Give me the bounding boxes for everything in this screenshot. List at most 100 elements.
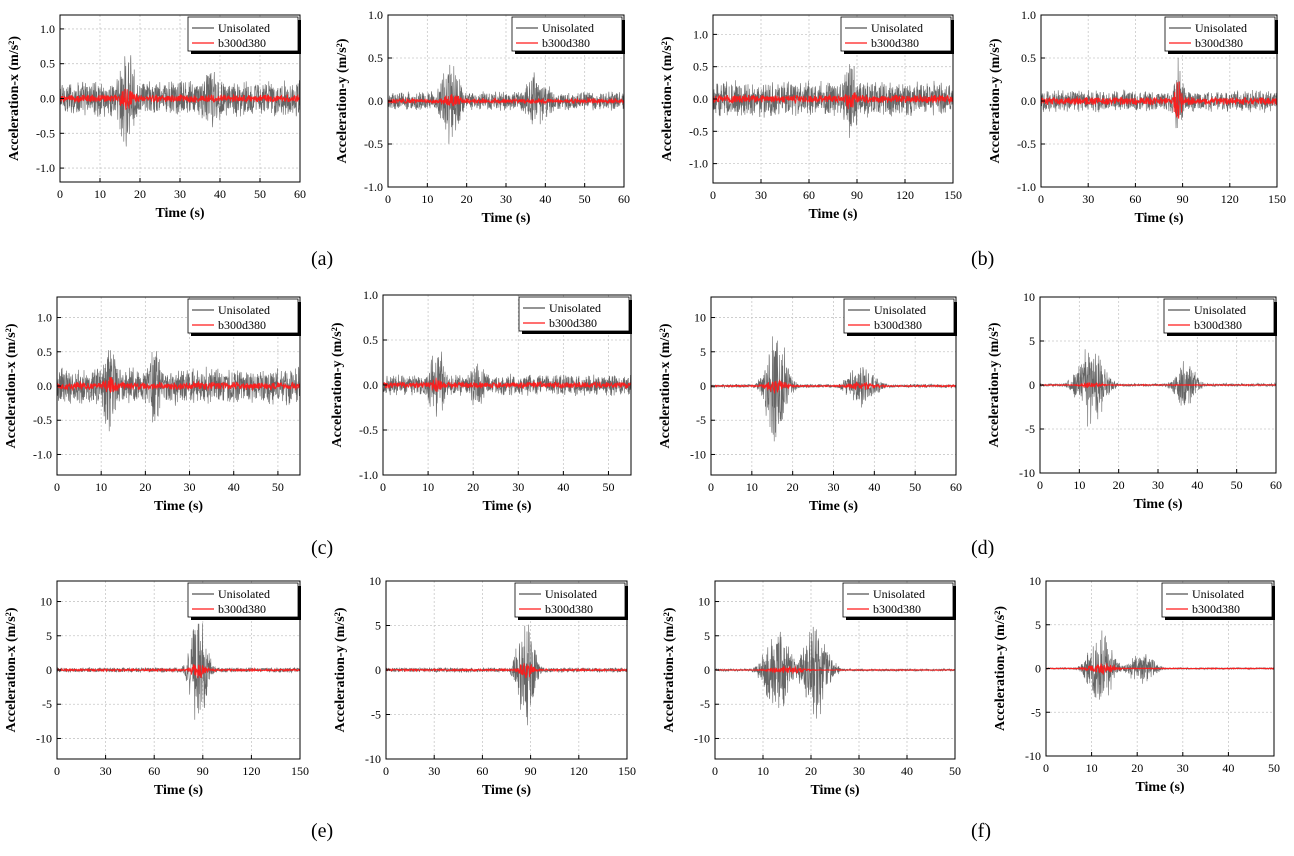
- chart-c-x: 0 10 20 30 40 50 -1.0 -0.5 0.0 0.5 1.0 Time (s) Acce…: [4, 296, 301, 514]
- series-unisolated: [57, 350, 300, 432]
- series-b300d380: [386, 663, 627, 679]
- y-tick-label: 10: [1023, 290, 1035, 304]
- series-unisolated: [386, 624, 627, 726]
- y-tick-label: -0.5: [359, 423, 378, 437]
- x-tick-label: 20: [805, 764, 817, 778]
- y-tick-label: 0.0: [363, 378, 378, 392]
- x-tick-label: 50: [1268, 761, 1280, 775]
- legend-label: Unisolated: [873, 587, 925, 601]
- x-tick-label: 0: [1043, 761, 1049, 775]
- y-tick-label: 0.5: [363, 333, 378, 347]
- x-tick-label: 20: [467, 480, 479, 494]
- x-tick-label: 40: [868, 480, 880, 494]
- x-tick-label: 60: [294, 187, 306, 201]
- legend-box: [1161, 582, 1273, 618]
- panel-label-b: (b): [971, 248, 995, 270]
- x-axis-label: Time (s): [1134, 211, 1183, 226]
- x-tick-label: 60: [476, 764, 488, 778]
- x-tick-label: 50: [272, 480, 284, 494]
- legend-box: [187, 298, 299, 334]
- x-tick-label: 10: [757, 764, 769, 778]
- x-tick-label: 30: [1177, 761, 1189, 775]
- y-tick-label: 0.5: [368, 51, 383, 65]
- y-tick-label: -10: [1019, 466, 1035, 480]
- y-tick-label: 1.0: [40, 22, 55, 36]
- x-tick-label: 10: [95, 480, 107, 494]
- chart-e-x: 0 30 60 90 120 150 -10 -5 0 5 10 Time (s) Accelerati…: [4, 580, 309, 798]
- x-tick-label: 40: [228, 480, 240, 494]
- legend-label: Unisolated: [218, 21, 270, 35]
- x-tick-label: 0: [708, 480, 714, 494]
- x-tick-label: 10: [1073, 478, 1085, 492]
- y-tick-label: 0: [1029, 378, 1035, 392]
- x-tick-label: 10: [1086, 761, 1098, 775]
- y-tick-label: 0: [375, 663, 381, 677]
- y-axis-label: Acceleration-x (m/s²): [660, 36, 675, 161]
- y-tick-label: 5: [1029, 334, 1035, 348]
- y-tick-label: 10: [698, 595, 710, 609]
- x-tick-label: 90: [851, 188, 863, 202]
- legend-label: Unisolated: [545, 587, 597, 601]
- series-unisolated: [715, 626, 955, 719]
- x-tick-label: 10: [422, 480, 434, 494]
- y-tick-label: 0.5: [40, 57, 55, 71]
- series-unisolated: [1046, 630, 1274, 700]
- x-tick-label: 20: [139, 480, 151, 494]
- chart-d-y: 0 10 20 30 40 50 60 -10 -5 0 5 10 Time (s) Accelerati…: [987, 290, 1282, 512]
- y-tick-label: 0.0: [37, 379, 52, 393]
- x-tick-label: 0: [54, 480, 60, 494]
- y-tick-label: 0.0: [368, 94, 383, 108]
- y-tick-label: 0.5: [1021, 51, 1036, 65]
- x-tick-label: 20: [461, 192, 473, 206]
- y-tick-label: -1.0: [359, 468, 378, 482]
- x-axis-label: Time (s): [1135, 780, 1184, 795]
- y-tick-label: -5: [700, 697, 710, 711]
- x-tick-label: 30: [174, 187, 186, 201]
- chart-a-x: 0 10 20 30 40 50 60 -1.0 -0.5 0.0 0.5 1.0 Time (s) Ac…: [7, 14, 306, 221]
- x-tick-label: 20: [787, 480, 799, 494]
- legend-label: Unisolated: [542, 21, 594, 35]
- x-tick-label: 0: [54, 764, 60, 778]
- y-tick-label: -1.0: [1017, 180, 1036, 194]
- x-axis-label: Time (s): [1133, 497, 1182, 512]
- chart-d-x: 0 10 20 30 40 50 60 -10 -5 0 5 10 Time (s) Accelerati…: [658, 296, 962, 514]
- series-b300d380: [57, 377, 300, 393]
- series-b300d380: [57, 663, 300, 679]
- y-tick-label: -10: [365, 752, 381, 766]
- x-tick-label: 0: [1038, 192, 1044, 206]
- y-tick-label: 10: [1029, 574, 1041, 588]
- x-axis-label: Time (s): [155, 206, 204, 221]
- y-tick-label: -1.0: [33, 447, 52, 461]
- y-axis-label: Acceleration-x (m/s²): [4, 323, 19, 448]
- x-axis-label: Time (s): [809, 499, 858, 514]
- panel-label-f: (f): [971, 820, 991, 842]
- legend-label: b300d380: [545, 602, 593, 616]
- legend-box: [842, 582, 954, 618]
- x-tick-label: 60: [1270, 478, 1282, 492]
- x-tick-label: 50: [254, 187, 266, 201]
- chart-f-x: 0 10 20 30 40 50 -10 -5 0 5 10 Time (s) Acceleration…: [662, 580, 961, 798]
- legend-box: [840, 16, 952, 52]
- legend-label: Unisolated: [549, 301, 601, 315]
- panel-label-c: (c): [311, 537, 334, 559]
- x-tick-label: 40: [901, 764, 913, 778]
- legend-label: b300d380: [873, 602, 921, 616]
- y-tick-label: -10: [36, 731, 52, 745]
- y-axis-label: Acceleration-y (m/s²): [330, 322, 345, 447]
- x-tick-label: 60: [803, 188, 815, 202]
- legend-label: Unisolated: [1195, 21, 1247, 35]
- y-tick-label: -5: [371, 708, 381, 722]
- x-tick-label: 30: [1082, 192, 1094, 206]
- chart-c-y: 0 10 20 30 40 50 -1.0 -0.5 0.0 0.5 1.0 Time (s) Acce…: [330, 288, 632, 514]
- x-tick-label: 0: [383, 764, 389, 778]
- y-tick-label: -0.5: [33, 413, 52, 427]
- y-tick-label: -0.5: [364, 137, 383, 151]
- x-tick-label: 90: [197, 764, 209, 778]
- chart-a-y: 0 10 20 30 40 50 60 -1.0 -0.5 0.0 0.5 1.0 Time (s) Ac…: [335, 8, 630, 226]
- x-tick-label: 150: [618, 764, 636, 778]
- x-tick-label: 20: [1131, 761, 1143, 775]
- y-tick-label: 0: [1035, 662, 1041, 676]
- y-tick-label: 1.0: [37, 311, 52, 325]
